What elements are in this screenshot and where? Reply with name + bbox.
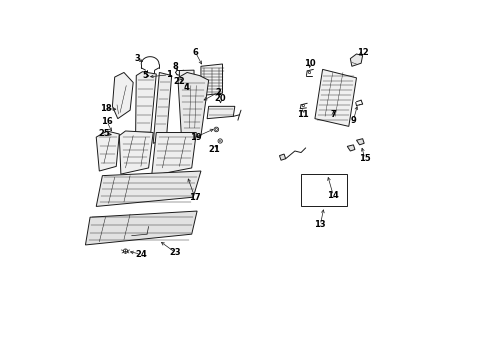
Text: 18: 18 — [100, 104, 111, 113]
Polygon shape — [96, 131, 119, 171]
Text: 20: 20 — [214, 94, 225, 103]
Text: 4: 4 — [183, 82, 189, 91]
Polygon shape — [201, 64, 222, 95]
Polygon shape — [153, 72, 171, 143]
Text: 7: 7 — [330, 109, 336, 118]
Text: 25: 25 — [99, 129, 110, 138]
Polygon shape — [112, 72, 133, 119]
Text: 5: 5 — [142, 71, 148, 80]
Text: 15: 15 — [358, 154, 370, 163]
Polygon shape — [349, 54, 362, 66]
Polygon shape — [356, 139, 364, 145]
Text: 10: 10 — [304, 59, 315, 68]
Polygon shape — [96, 171, 201, 206]
Text: 8: 8 — [172, 62, 178, 71]
Polygon shape — [346, 145, 354, 151]
Text: 1: 1 — [165, 70, 171, 79]
Text: 9: 9 — [350, 116, 356, 125]
Text: 23: 23 — [169, 248, 181, 257]
Text: 22: 22 — [173, 77, 185, 86]
Text: 13: 13 — [314, 220, 325, 229]
Polygon shape — [178, 72, 208, 141]
Text: 6: 6 — [192, 48, 198, 57]
Polygon shape — [85, 211, 197, 245]
Bar — [301, 174, 346, 206]
Text: 12: 12 — [356, 48, 368, 57]
Polygon shape — [151, 132, 196, 176]
Text: 17: 17 — [188, 193, 200, 202]
Text: 21: 21 — [208, 145, 220, 154]
Text: 24: 24 — [135, 250, 146, 259]
Text: 14: 14 — [327, 191, 339, 200]
Polygon shape — [314, 69, 356, 126]
Text: 3: 3 — [134, 54, 140, 63]
Text: 19: 19 — [189, 132, 201, 141]
Polygon shape — [135, 72, 156, 145]
Polygon shape — [179, 70, 194, 77]
Text: 2: 2 — [215, 88, 221, 97]
Text: 11: 11 — [296, 109, 308, 118]
Text: 16: 16 — [101, 117, 113, 126]
Polygon shape — [181, 76, 197, 87]
Polygon shape — [279, 154, 285, 160]
Polygon shape — [207, 106, 234, 119]
Polygon shape — [119, 131, 153, 174]
